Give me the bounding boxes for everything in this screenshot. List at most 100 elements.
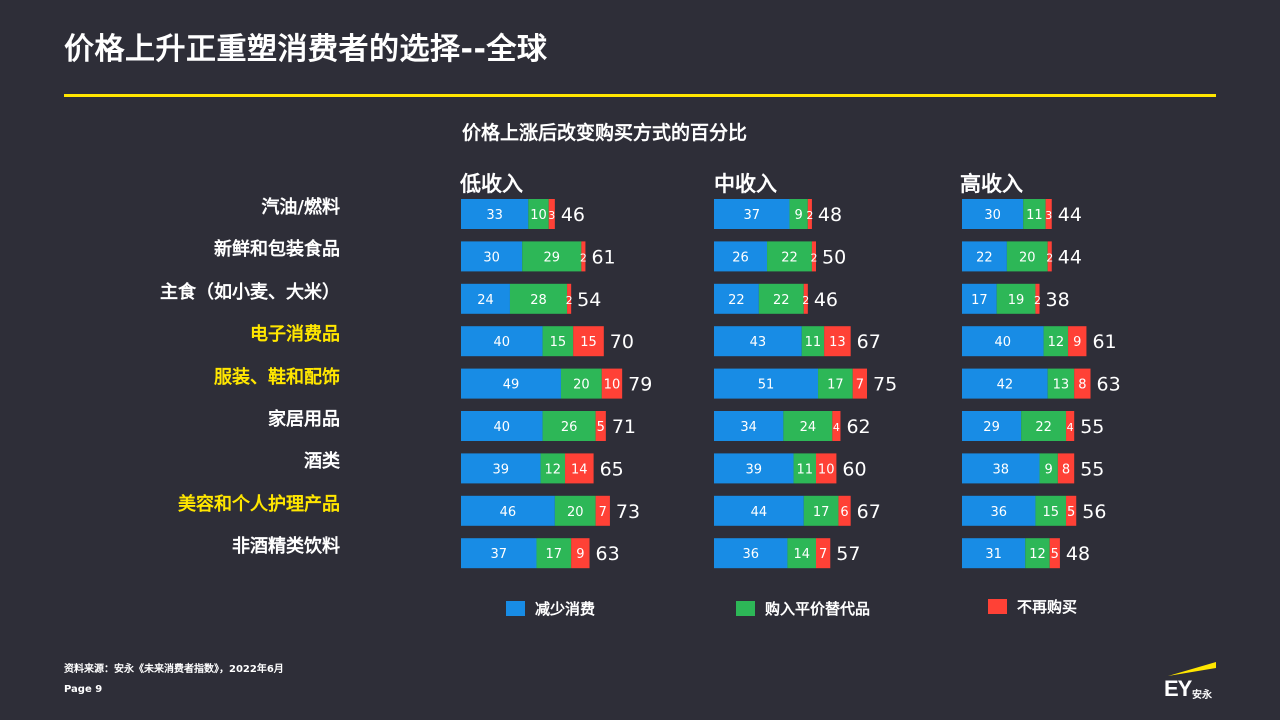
bar-value-label: 14 <box>571 462 588 477</box>
bar-segment <box>714 538 788 569</box>
bar-total-label: 71 <box>612 416 636 438</box>
bar-segment <box>565 453 594 484</box>
bar-value-label: 39 <box>746 462 763 477</box>
bar-segment <box>962 241 1007 272</box>
bar-segment <box>1047 368 1075 399</box>
category-label: 服装、鞋和配饰 <box>214 366 340 388</box>
bar-value-label: 44 <box>751 505 768 520</box>
bar-segment <box>595 495 610 526</box>
bar-segment <box>714 283 759 314</box>
bar-segment <box>522 241 582 272</box>
bar-total-label: 67 <box>857 501 881 523</box>
bar-segment <box>1039 453 1058 484</box>
bar-value-label: 11 <box>797 462 814 477</box>
bar-value-label: 22 <box>728 293 745 308</box>
bar-segment <box>811 241 816 272</box>
bar-segment <box>581 241 586 272</box>
bar-value-label: 31 <box>985 547 1002 562</box>
bar-value-label: 7 <box>856 378 864 393</box>
bar-value-label: 42 <box>997 378 1014 393</box>
bar-value-label: 14 <box>793 547 810 562</box>
category-label: 美容和个人护理产品 <box>178 493 340 515</box>
bar-segment <box>595 411 606 441</box>
bar-segment <box>962 199 1024 229</box>
bar-value-label: 4 <box>833 421 840 434</box>
bar-segment <box>962 283 997 314</box>
bar-segment <box>1047 241 1052 272</box>
bar-value-label: 5 <box>1067 505 1075 520</box>
bar-segment <box>1006 241 1048 272</box>
bar-segment <box>1068 326 1087 357</box>
bar-segment <box>542 411 596 441</box>
bar-segment <box>567 283 572 314</box>
bar-value-label: 11 <box>1026 208 1043 223</box>
bar-total-label: 44 <box>1058 204 1082 226</box>
bar-segment <box>807 199 812 229</box>
bar-segment <box>962 368 1048 399</box>
bar-value-label: 3 <box>548 209 555 222</box>
bar-segment <box>1057 453 1075 484</box>
bar-value-label: 20 <box>573 378 590 393</box>
bar-segment <box>714 241 768 272</box>
bar-value-label: 30 <box>984 208 1001 223</box>
bar-value-label: 15 <box>550 335 567 350</box>
bar-segment <box>554 495 596 526</box>
bar-segment <box>824 326 851 357</box>
title-divider <box>64 94 1216 97</box>
bar-segment <box>1049 538 1060 569</box>
bar-value-label: 2 <box>1034 294 1041 307</box>
bar-segment <box>767 241 812 272</box>
bar-total-label: 55 <box>1080 458 1104 480</box>
bar-segment <box>1023 199 1046 229</box>
bar-segment <box>601 368 623 399</box>
bar-segment <box>714 368 819 399</box>
bar-value-label: 13 <box>1053 378 1070 393</box>
bar-segment <box>801 326 825 357</box>
bar-value-label: 2 <box>580 251 587 264</box>
legend-swatch-red <box>988 599 1007 614</box>
bar-value-label: 49 <box>503 378 520 393</box>
bar-segment <box>1074 368 1091 399</box>
bar-value-label: 17 <box>971 293 988 308</box>
bar-value-label: 13 <box>829 335 846 350</box>
bar-total-label: 75 <box>873 374 897 396</box>
bar-segment <box>1035 283 1040 314</box>
bar-segment <box>714 411 784 441</box>
bar-segment <box>560 368 602 399</box>
logo-text: EY <box>1164 676 1192 701</box>
bar-value-label: 8 <box>1078 378 1086 393</box>
bar-value-label: 15 <box>580 335 597 350</box>
bar-value-label: 9 <box>1073 335 1081 350</box>
bar-segment <box>461 538 537 569</box>
bar-value-label: 20 <box>1019 250 1036 265</box>
bar-segment <box>996 283 1036 314</box>
bar-segment <box>1043 326 1069 357</box>
bar-segment <box>540 453 566 484</box>
bar-total-label: 63 <box>1097 374 1121 396</box>
bar-total-label: 61 <box>591 246 615 268</box>
bar-segment <box>461 368 561 399</box>
bar-segment <box>548 199 555 229</box>
bar-segment <box>542 326 574 357</box>
bar-value-label: 2 <box>806 209 813 222</box>
bar-total-label: 56 <box>1082 501 1106 523</box>
bar-total-label: 63 <box>596 543 620 565</box>
bar-segment <box>818 368 853 399</box>
bar-value-label: 9 <box>1045 462 1053 477</box>
bar-segment <box>962 411 1022 441</box>
bar-total-label: 54 <box>577 289 601 311</box>
bar-total-label: 50 <box>822 246 846 268</box>
bar-segment <box>1045 199 1052 229</box>
bar-total-label: 61 <box>1092 331 1116 353</box>
bar-value-label: 29 <box>983 420 1000 435</box>
bar-total-label: 73 <box>616 501 640 523</box>
bar-value-label: 10 <box>530 208 547 223</box>
bar-value-label: 12 <box>1048 335 1065 350</box>
bar-value-label: 24 <box>477 293 494 308</box>
legend-item-substitute: 购入平价替代品 <box>736 598 870 619</box>
group-title-low: 低收入 <box>460 172 523 196</box>
bar-value-label: 2 <box>802 294 809 307</box>
bar-value-label: 22 <box>1035 420 1052 435</box>
bar-segment <box>783 411 833 441</box>
